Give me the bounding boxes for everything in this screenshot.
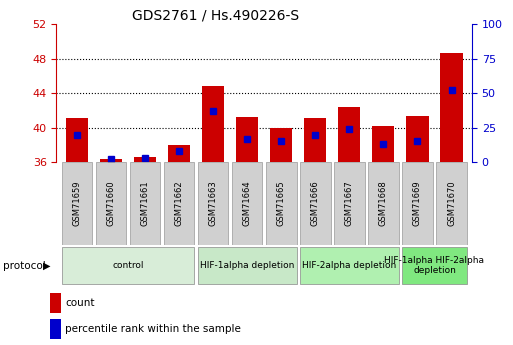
Text: GSM71662: GSM71662 xyxy=(174,181,184,226)
Text: GSM71669: GSM71669 xyxy=(413,181,422,226)
Bar xyxy=(198,247,297,284)
Text: GSM71660: GSM71660 xyxy=(106,181,115,226)
Text: percentile rank within the sample: percentile rank within the sample xyxy=(65,324,241,334)
Bar xyxy=(164,162,194,245)
Bar xyxy=(300,162,330,245)
Bar xyxy=(198,162,228,245)
Bar xyxy=(441,52,463,162)
Text: GSM71666: GSM71666 xyxy=(311,181,320,226)
Text: HIF-1alpha HIF-2alpha
depletion: HIF-1alpha HIF-2alpha depletion xyxy=(385,256,484,275)
Bar xyxy=(338,107,361,162)
Text: GDS2761 / Hs.490226-S: GDS2761 / Hs.490226-S xyxy=(132,9,299,23)
Text: HIF-1alpha depletion: HIF-1alpha depletion xyxy=(200,261,294,270)
Bar xyxy=(95,162,126,245)
Bar xyxy=(372,126,394,162)
Text: ▶: ▶ xyxy=(44,261,51,270)
Bar xyxy=(50,293,61,313)
Bar xyxy=(130,162,161,245)
Bar xyxy=(266,162,297,245)
Bar xyxy=(402,162,433,245)
Text: count: count xyxy=(65,298,95,308)
Bar xyxy=(300,247,399,284)
Bar xyxy=(304,118,326,162)
Bar xyxy=(134,157,156,162)
Bar xyxy=(334,162,365,245)
Bar xyxy=(270,128,292,162)
Text: GSM71668: GSM71668 xyxy=(379,181,388,226)
Text: GSM71659: GSM71659 xyxy=(72,181,82,226)
Bar xyxy=(62,247,194,284)
Bar xyxy=(50,319,61,339)
Text: GSM71667: GSM71667 xyxy=(345,181,354,226)
Text: HIF-2alpha depletion: HIF-2alpha depletion xyxy=(302,261,397,270)
Bar xyxy=(66,118,88,162)
Bar xyxy=(62,162,92,245)
Text: GSM71665: GSM71665 xyxy=(277,181,286,226)
Text: GSM71664: GSM71664 xyxy=(243,181,252,226)
Bar xyxy=(202,86,224,162)
Text: GSM71661: GSM71661 xyxy=(141,181,149,226)
Bar xyxy=(168,145,190,162)
Bar xyxy=(436,162,467,245)
Bar xyxy=(236,117,258,162)
Text: GSM71670: GSM71670 xyxy=(447,181,456,226)
Text: control: control xyxy=(112,261,144,270)
Bar xyxy=(100,159,122,162)
Text: protocol: protocol xyxy=(3,261,45,270)
Bar xyxy=(232,162,263,245)
Text: GSM71663: GSM71663 xyxy=(209,181,218,226)
Bar xyxy=(368,162,399,245)
Bar xyxy=(402,247,467,284)
Bar xyxy=(406,117,428,162)
